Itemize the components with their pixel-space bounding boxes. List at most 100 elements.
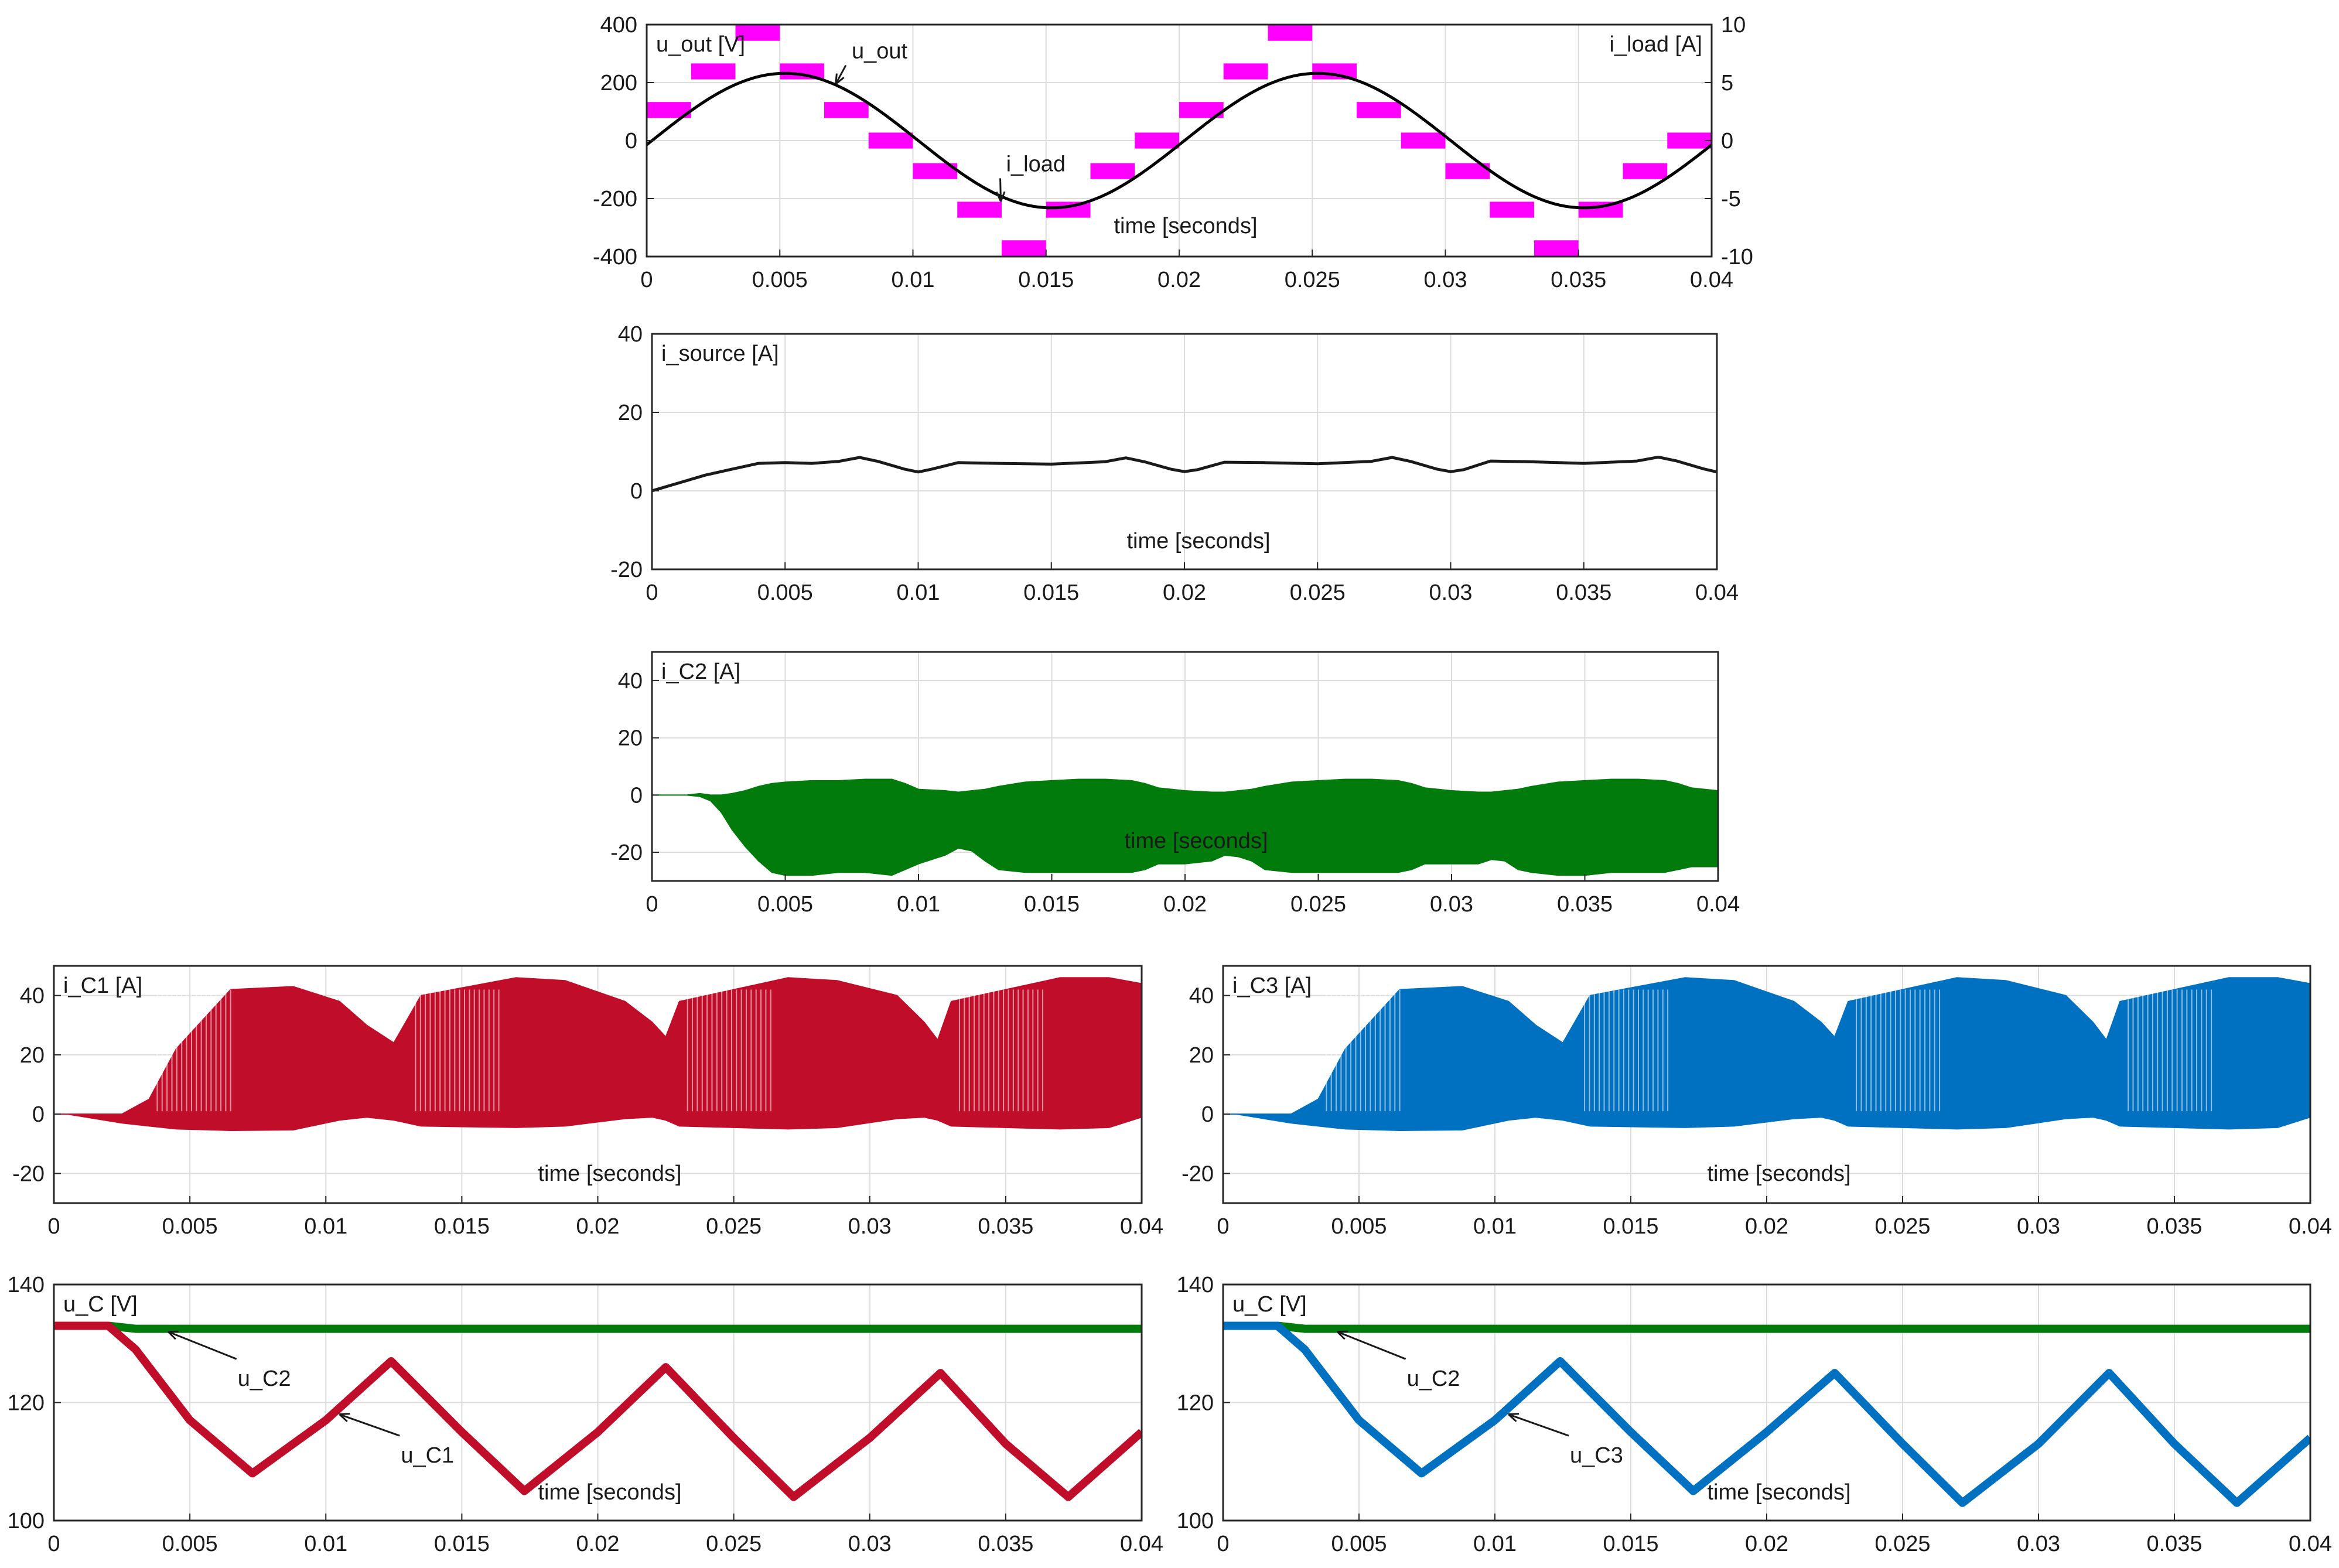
- y-tick-label: -400: [593, 245, 637, 269]
- x-tick-label: 0.015: [1023, 580, 1079, 605]
- data-layer: [652, 778, 1718, 876]
- y-tick-label: 100: [1177, 1509, 1214, 1533]
- x-tick-label: 0.035: [1557, 892, 1613, 917]
- y-right-tick-label: 5: [1721, 71, 1733, 95]
- data-layer: [54, 1321, 1142, 1501]
- x-tick-label: 0: [1217, 1532, 1229, 1556]
- data-layer: [1223, 977, 2310, 1132]
- arrowhead-icon: [995, 191, 1006, 202]
- x-tick-label: 0.02: [576, 1214, 620, 1239]
- x-tick-label: 0: [646, 892, 658, 917]
- data-layer: [1223, 1321, 2310, 1507]
- x-tick-label: 0.04: [1120, 1532, 1163, 1556]
- x-tick-label: 0: [640, 268, 653, 292]
- x-tick-label: 0.04: [1690, 268, 1733, 292]
- panel-label: i_C2 [A]: [661, 660, 740, 684]
- x-tick-label: 0.035: [2146, 1214, 2202, 1239]
- u-out-step-bar: [824, 102, 869, 118]
- x-tick-label: 0.04: [2289, 1214, 2332, 1239]
- x-axis-label: time [seconds]: [1708, 1162, 1851, 1186]
- x-tick-label: 0.035: [1556, 580, 1611, 605]
- arrowhead-icon: [835, 73, 845, 85]
- y-right-tick-label: -5: [1721, 187, 1741, 211]
- u-out-step-bar: [1534, 240, 1579, 257]
- panel-ic2: 0 0.005 0.01 0.015 0.02 0.025 0.03 0.035 0.04 -20…: [610, 651, 1740, 917]
- y-tick-label: 0: [625, 129, 637, 153]
- panel-label: i_source [A]: [661, 341, 779, 366]
- y-tick-label: 40: [1189, 984, 1214, 1009]
- x-tick-label: 0.02: [1163, 580, 1206, 605]
- x-tick-label: 0.03: [2017, 1532, 2060, 1556]
- x-tick-label: 0.01: [892, 268, 935, 292]
- panel-uc3: 0 0.005 0.01 0.015 0.02 0.025 0.03 0.035 0.04 100…: [1177, 1273, 2332, 1556]
- annotation-label: u_C3: [1570, 1443, 1623, 1468]
- x-tick-label: 0: [47, 1214, 60, 1239]
- y-tick-label: 0: [630, 479, 643, 504]
- x-tick-label: 0.01: [897, 580, 940, 605]
- x-tick-label: 0.03: [1430, 892, 1473, 917]
- x-tick-label: 0: [1217, 1214, 1229, 1239]
- x-tick-label: 0.01: [897, 892, 940, 917]
- x-tick-label: 0: [646, 580, 658, 605]
- annotation-arrow: [1337, 1331, 1406, 1360]
- panel-uc1: 0 0.005 0.01 0.015 0.02 0.025 0.03 0.035 0.04 100…: [8, 1273, 1163, 1556]
- x-tick-label: 0.005: [1331, 1214, 1387, 1239]
- y-tick-label: 40: [20, 984, 45, 1009]
- panel-label: u_C [V]: [1232, 1292, 1307, 1317]
- y-tick-label: 120: [8, 1391, 45, 1416]
- y-tick-label: -20: [610, 558, 643, 582]
- arrowhead-icon: [167, 1330, 179, 1340]
- annotation-label: u_C2: [1407, 1367, 1460, 1391]
- x-tick-label: 0.04: [2289, 1532, 2332, 1556]
- x-tick-label: 0.04: [1120, 1214, 1163, 1239]
- x-tick-label: 0.02: [1157, 268, 1201, 292]
- x-axis-label: time [seconds]: [1127, 529, 1271, 554]
- x-tick-label: 0.005: [752, 268, 808, 292]
- annotation-arrow: [168, 1331, 237, 1360]
- i-c2-band: [652, 778, 1718, 876]
- x-tick-label: 0.03: [2017, 1214, 2060, 1239]
- y-tick-label: 20: [618, 726, 643, 751]
- annotation-label: i_load: [1006, 152, 1066, 176]
- i-c1-band: [54, 977, 1142, 1132]
- x-tick-label: 0.02: [576, 1532, 620, 1556]
- y-tick-label: -20: [610, 841, 643, 865]
- panel-label: i_C1 [A]: [63, 973, 142, 998]
- x-tick-label: 0.02: [1745, 1532, 1788, 1556]
- x-tick-label: 0.025: [1290, 892, 1346, 917]
- x-tick-label: 0.025: [1874, 1214, 1930, 1239]
- x-axis-label: time [seconds]: [538, 1162, 682, 1186]
- data-layer: [652, 455, 1717, 493]
- u-out-step-bar: [1268, 25, 1313, 41]
- x-tick-label: 0.01: [1473, 1214, 1517, 1239]
- x-tick-label: 0.035: [1551, 268, 1606, 292]
- x-tick-label: 0.005: [757, 892, 813, 917]
- u-out-step-bar: [1135, 132, 1179, 149]
- annotation-label: u_C2: [238, 1367, 291, 1391]
- x-tick-label: 0.035: [978, 1214, 1033, 1239]
- y-tick-label: 0: [630, 783, 643, 808]
- y-tick-label: 120: [1177, 1391, 1214, 1416]
- u-out-step-bar: [868, 132, 913, 149]
- u-out-step-bar: [1667, 132, 1712, 149]
- y-tick-label: 200: [600, 71, 637, 95]
- x-tick-label: 0.005: [162, 1214, 218, 1239]
- x-tick-label: 0.025: [1285, 268, 1340, 292]
- panel-ic3: 0 0.005 0.01 0.015 0.02 0.025 0.03 0.035 0.04 -20…: [1182, 965, 2332, 1239]
- y-tick-label: -20: [12, 1162, 45, 1186]
- panel-label: u_out [V]: [656, 32, 745, 57]
- y-tick-label: 140: [8, 1273, 45, 1297]
- u-out-step-bar: [957, 201, 1002, 218]
- x-tick-label: 0.04: [1696, 892, 1740, 917]
- u-out-step-bar: [1623, 163, 1668, 179]
- x-tick-label: 0.04: [1695, 580, 1739, 605]
- i-load-line: [647, 71, 1712, 210]
- annotation-arrow: [1508, 1413, 1569, 1437]
- y-tick-label: 20: [20, 1043, 45, 1068]
- u-c2-line: [1223, 1321, 2310, 1333]
- panel-label: i_C3 [A]: [1232, 973, 1312, 998]
- i-source-line: [652, 455, 1717, 493]
- u-out-step-bar: [1090, 163, 1135, 179]
- x-tick-label: 0.015: [434, 1214, 490, 1239]
